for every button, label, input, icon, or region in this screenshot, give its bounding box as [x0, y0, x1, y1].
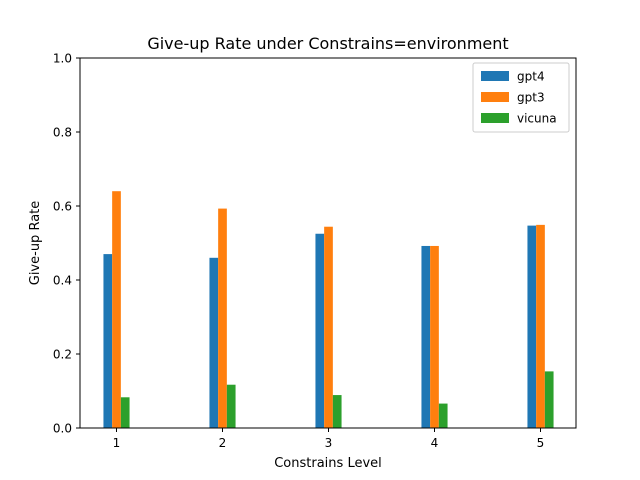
x-tick-label-1: 1 — [113, 436, 121, 450]
legend-items: gpt4 gpt3 vicuna — [481, 70, 557, 126]
bar-gpt4-5 — [527, 225, 537, 428]
y-axis-label: Give-up Rate — [28, 201, 43, 286]
bar-gpt4-1 — [103, 254, 113, 428]
y-tick-label-0.4: 0.4 — [53, 274, 72, 288]
x-tick-label-3: 3 — [325, 436, 333, 450]
legend-swatch-vicuna — [481, 113, 509, 123]
x-axis-label: Constrains Level — [274, 456, 382, 471]
x-tick-label-5: 5 — [537, 436, 545, 450]
y-tick-label-0.2: 0.2 — [53, 348, 72, 362]
bar-gpt3-3 — [324, 226, 333, 428]
legend-swatch-gpt4 — [481, 71, 509, 81]
bar-gpt3-5 — [536, 224, 545, 428]
y-tick-label-0.8: 0.8 — [53, 126, 72, 140]
bar-gpt4-3 — [315, 233, 325, 428]
legend-label-gpt4: gpt4 — [517, 70, 545, 84]
x-axis-ticks: 1 2 3 4 5 — [113, 428, 545, 450]
bar-gpt3-4 — [430, 245, 439, 428]
bar-gpt3-2 — [218, 208, 227, 428]
bar-vicuna-3 — [332, 395, 342, 428]
bar-gpt3-1 — [112, 191, 121, 428]
x-tick-label-2: 2 — [219, 436, 227, 450]
bar-vicuna-4 — [438, 403, 448, 428]
legend-label-gpt3: gpt3 — [517, 91, 545, 105]
chart-title: Give-up Rate under Constrains=environmen… — [147, 34, 508, 53]
legend-swatch-gpt3 — [481, 92, 509, 102]
bars-layer — [103, 191, 554, 428]
y-axis-ticks: 0.0 0.2 0.4 0.6 0.8 1.0 — [53, 52, 80, 436]
y-tick-label-0.6: 0.6 — [53, 200, 72, 214]
legend-label-vicuna: vicuna — [517, 112, 557, 126]
bar-gpt4-2 — [209, 257, 219, 428]
legend: gpt4 gpt3 vicuna — [472, 62, 570, 133]
x-tick-label-4: 4 — [431, 436, 439, 450]
bar-vicuna-1 — [120, 397, 130, 428]
bar-vicuna-2 — [226, 384, 236, 428]
bar-vicuna-5 — [544, 371, 554, 428]
y-tick-label-1.0: 1.0 — [53, 52, 72, 66]
bar-gpt4-4 — [421, 245, 431, 428]
y-tick-label-0.0: 0.0 — [53, 422, 72, 436]
